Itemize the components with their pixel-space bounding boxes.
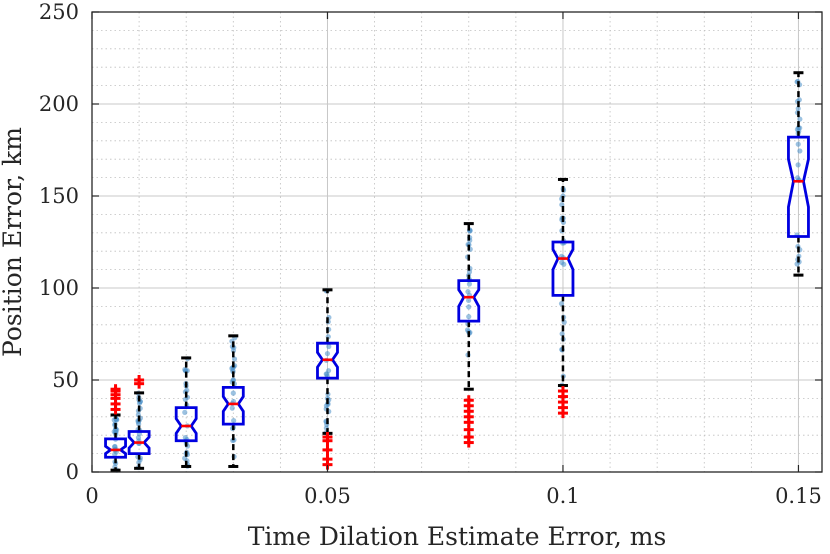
sample-point [559,331,565,337]
sample-point [795,105,801,112]
x-tick-label: 0 [85,484,98,508]
outlier-marker [110,384,121,395]
sample-point [465,289,471,295]
outliers [110,375,568,470]
sample-point [797,116,803,122]
sample-point [230,390,236,396]
sample-point [795,162,801,168]
sample-point [231,356,238,362]
sample-point [559,259,565,265]
sample-point [466,304,472,310]
sample-point [795,141,801,147]
x-tick-label: 0.1 [546,484,579,508]
notched-box [551,240,575,297]
y-tick-label: 250 [39,0,79,24]
y-tick-label: 0 [66,460,79,484]
sample-point [231,417,237,424]
sample-point [326,343,332,350]
notched-box [174,406,198,443]
boxes [104,71,810,472]
outlier-marker [322,454,333,465]
notched-box [787,135,810,238]
sample-point [325,368,332,374]
sample-point [324,350,331,357]
x-axis-label: Time Dilation Estimate Error, ms [248,522,667,551]
notched-box [457,279,481,323]
y-tick-label: 200 [39,92,79,116]
notched-box [104,437,127,459]
minor-grid [91,11,822,473]
sample-point [466,281,473,287]
plot-area-frame [91,11,823,473]
outlier-marker [557,386,568,397]
sample-point [797,148,803,154]
sample-point [466,314,472,320]
data-points [111,78,803,473]
x-tick-label: 0.05 [304,484,351,508]
outlier-marker [322,432,333,443]
sample-point [182,409,188,415]
y-tick-label: 50 [52,368,79,392]
outlier-marker [463,395,474,406]
x-tick-label: 0.15 [775,484,822,508]
major-grid [91,11,822,473]
notched-box [127,430,151,456]
y-tick-label: 100 [39,276,79,300]
x-axis-ticks: 0 0.05 0.1 0.15 [85,12,822,508]
outlier-marker [322,444,333,455]
sample-point [558,301,565,307]
y-axis-label: Position Error, km [0,127,27,357]
sample-point [466,297,472,304]
y-axis-ticks: 0 50 100 150 200 250 [39,0,822,484]
notched-box [316,341,339,380]
y-tick-label: 150 [39,184,79,208]
sample-point [229,405,235,411]
outlier-marker [134,375,145,385]
notched-box [221,385,245,426]
